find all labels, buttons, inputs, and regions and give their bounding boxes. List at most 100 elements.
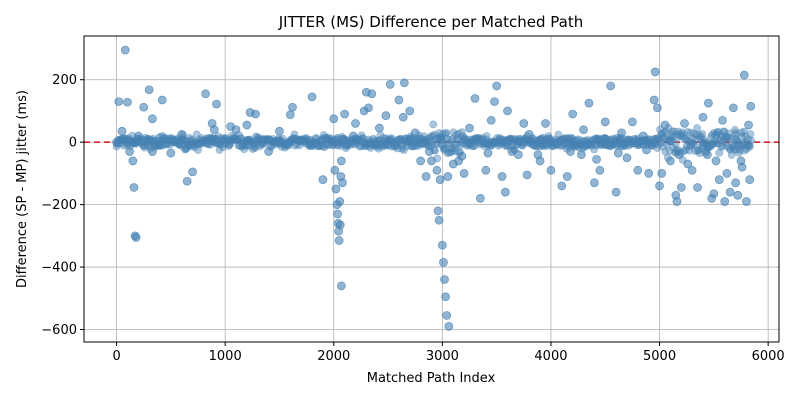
scatter-point bbox=[337, 281, 346, 291]
scatter-point bbox=[335, 220, 345, 230]
scatter-point bbox=[577, 150, 586, 160]
scatter-point bbox=[435, 175, 445, 184]
scatter-point bbox=[503, 140, 512, 150]
scatter-point bbox=[638, 131, 648, 141]
scatter-point bbox=[660, 120, 670, 130]
scatter-point bbox=[465, 123, 474, 133]
scatter-point bbox=[441, 130, 450, 138]
y-axis-label: Difference (SP - MP) jitter (ms) bbox=[15, 90, 30, 288]
scatter-point bbox=[503, 106, 512, 116]
scatter-point bbox=[333, 209, 342, 219]
scatter-point bbox=[433, 206, 443, 216]
scatter-point bbox=[231, 125, 241, 135]
scatter-point bbox=[715, 148, 724, 157]
scatter-point bbox=[606, 81, 616, 91]
chart-title: JITTER (MS) Difference per Matched Path bbox=[278, 13, 584, 31]
scatter-point bbox=[209, 125, 219, 135]
scatter-point bbox=[372, 139, 382, 149]
scatter-point bbox=[367, 89, 377, 99]
scatter-point bbox=[702, 150, 712, 160]
scatter-point bbox=[444, 322, 454, 331]
scatter-point bbox=[666, 156, 675, 166]
scatter-point bbox=[307, 140, 317, 150]
scatter-point bbox=[112, 137, 121, 147]
scatter-point bbox=[288, 102, 297, 112]
scatter-point bbox=[166, 148, 176, 158]
scatter-point bbox=[746, 101, 756, 111]
scatter-point bbox=[114, 97, 124, 106]
scatter-point bbox=[123, 97, 132, 107]
scatter-point bbox=[129, 183, 139, 192]
scatter-point bbox=[264, 147, 273, 156]
scatter-point bbox=[745, 175, 755, 184]
scatter-point bbox=[457, 151, 467, 161]
scatter-point bbox=[739, 70, 749, 80]
scatter-point bbox=[429, 120, 438, 129]
scatter-point bbox=[331, 184, 341, 194]
scatter-point bbox=[416, 156, 425, 166]
scatter-point bbox=[334, 236, 344, 245]
scatter-point bbox=[683, 159, 693, 169]
scatter-point bbox=[698, 130, 707, 138]
scatter-point bbox=[644, 169, 654, 178]
scatter-point bbox=[375, 123, 384, 133]
x-axis-ticks: 0 1000 2000 3000 4000 5000 6000 bbox=[112, 342, 785, 364]
scatter-point bbox=[533, 150, 543, 160]
scatter-point bbox=[731, 178, 740, 188]
y-tick-label: 200 bbox=[52, 73, 77, 88]
x-tick-label: 0 bbox=[112, 349, 120, 364]
scatter-point bbox=[592, 154, 601, 164]
y-tick-label: −600 bbox=[41, 323, 77, 338]
plot-frame bbox=[83, 35, 780, 343]
scatter-point bbox=[148, 147, 157, 156]
scatter-point bbox=[711, 156, 721, 166]
scatter-point bbox=[745, 142, 754, 151]
scatter-point bbox=[497, 172, 507, 181]
scatter-point bbox=[338, 178, 347, 188]
scatter-point bbox=[718, 115, 727, 125]
scatter-point bbox=[177, 130, 187, 139]
x-tick-label: 5000 bbox=[643, 349, 676, 364]
scatter-point bbox=[733, 190, 743, 200]
scatter-point bbox=[653, 103, 662, 113]
scatter-point bbox=[307, 92, 317, 102]
scatter-point bbox=[440, 275, 449, 284]
scatter-point bbox=[209, 134, 219, 144]
scatter-point bbox=[483, 148, 493, 158]
scatter-point bbox=[709, 189, 719, 199]
scatter-point bbox=[424, 147, 434, 156]
scatter-point bbox=[657, 169, 667, 178]
scatter-point bbox=[212, 99, 221, 109]
scatter-point bbox=[617, 128, 626, 138]
scatter-point bbox=[676, 183, 686, 192]
scatter-point bbox=[335, 197, 345, 206]
scatter-point bbox=[242, 120, 252, 130]
scatter-point bbox=[318, 175, 328, 184]
scatter-point bbox=[725, 187, 735, 197]
scatter-point bbox=[722, 169, 732, 178]
scatter-point bbox=[691, 147, 700, 155]
scatter-point bbox=[490, 97, 499, 106]
scatter-point bbox=[144, 136, 154, 145]
scatter-point bbox=[737, 162, 747, 172]
scatter-point bbox=[351, 119, 360, 128]
scatter-point bbox=[522, 170, 532, 180]
scatter-point bbox=[128, 156, 138, 166]
x-tick-label: 3000 bbox=[426, 349, 459, 364]
scatter-point bbox=[177, 139, 187, 149]
scatter-point bbox=[405, 134, 415, 144]
scatter-point bbox=[144, 85, 154, 95]
scatter-point bbox=[337, 156, 346, 166]
scatter-point bbox=[679, 130, 688, 139]
scatter-point bbox=[155, 133, 165, 142]
scatter-point bbox=[188, 167, 197, 177]
scatter-point bbox=[595, 165, 605, 175]
scatter-point bbox=[655, 181, 664, 191]
scatter-point bbox=[507, 147, 517, 156]
scatter-point bbox=[120, 45, 130, 55]
scatter-point bbox=[579, 125, 588, 135]
data-points bbox=[112, 45, 756, 331]
scatter-point bbox=[251, 109, 260, 119]
scatter-point bbox=[330, 165, 340, 175]
